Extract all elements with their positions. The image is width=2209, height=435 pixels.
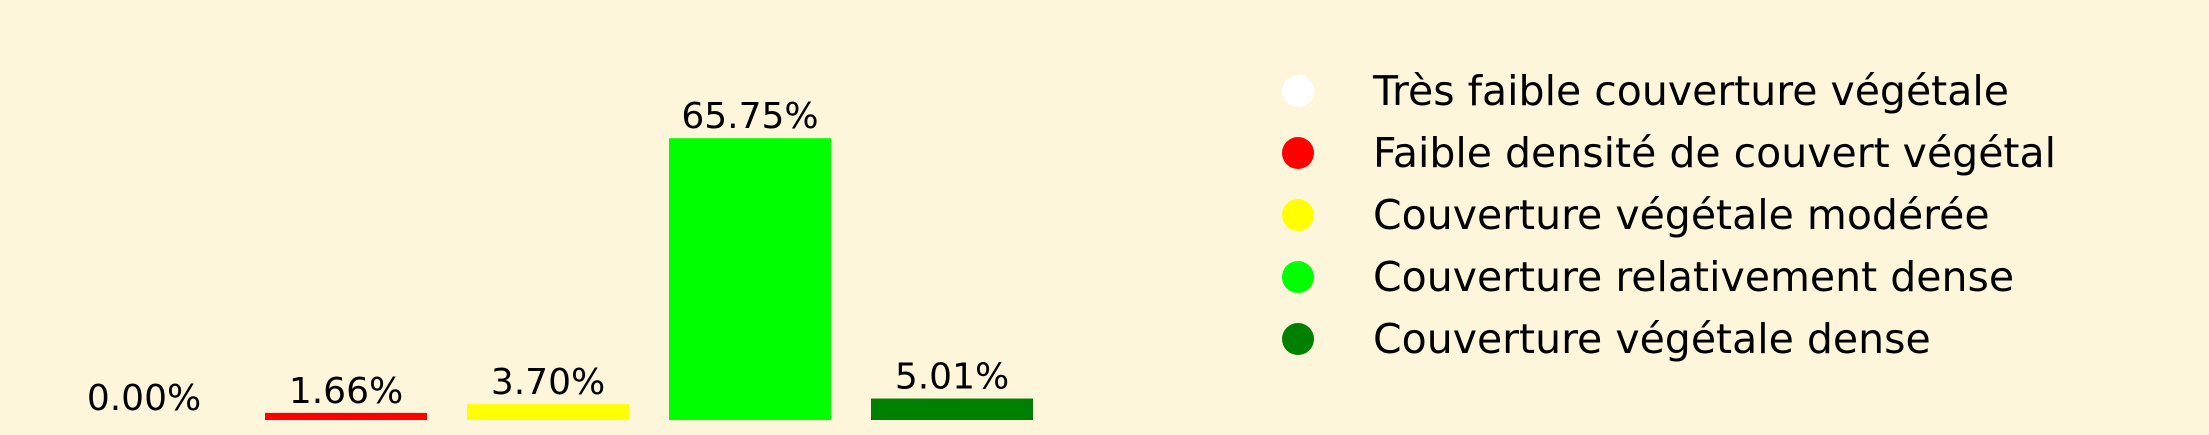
legend-marker-2 bbox=[1282, 137, 1314, 169]
bar-5 bbox=[871, 398, 1033, 420]
legend-label-5: Couverture végétale dense bbox=[1373, 315, 1931, 363]
legend-marker-1 bbox=[1282, 75, 1314, 107]
legend-marker-5 bbox=[1282, 323, 1314, 355]
bar-value-label-3: 3.70% bbox=[491, 362, 605, 403]
legend: Très faible couverture végétale Faible de… bbox=[1282, 67, 2056, 363]
bars-group bbox=[265, 138, 1033, 420]
bar-value-label-5: 5.01% bbox=[895, 357, 1009, 398]
legend-label-3: Couverture végétale modérée bbox=[1373, 191, 1990, 239]
legend-label-4: Couverture relativement dense bbox=[1373, 253, 2014, 301]
bar-value-label-4: 65.75% bbox=[681, 96, 818, 137]
bar-3 bbox=[467, 404, 629, 420]
legend-label-1: Très faible couverture végétale bbox=[1372, 67, 2009, 115]
value-labels-group: 0.00% 1.66% 3.70% 65.75% 5.01% bbox=[87, 96, 1009, 419]
bar-2 bbox=[265, 412, 427, 420]
legend-label-2: Faible densité de couvert végétal bbox=[1373, 129, 2056, 177]
legend-marker-4 bbox=[1282, 261, 1314, 293]
bar-value-label-1: 0.00% bbox=[87, 378, 201, 419]
bar-value-label-2: 1.66% bbox=[289, 371, 403, 412]
bar-4 bbox=[669, 138, 831, 420]
legend-marker-3 bbox=[1282, 199, 1314, 231]
